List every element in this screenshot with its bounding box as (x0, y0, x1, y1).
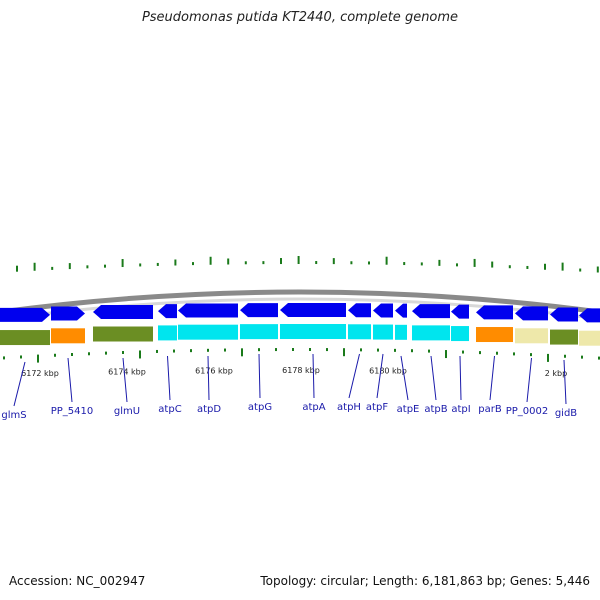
gene-leader-line (122, 357, 128, 403)
gene-label: atpA (302, 402, 325, 413)
gene-leader-line (430, 355, 437, 401)
gene-leader-line (348, 353, 360, 399)
gene-label: atpD (197, 404, 221, 415)
gene-leader-line (258, 353, 261, 399)
gene-arrow (515, 306, 548, 321)
category-block (451, 326, 469, 342)
genome-summary-text: Topology: circular; Length: 6,181,863 bp… (260, 574, 590, 588)
gene-leader-line (67, 357, 73, 403)
backbone-arc-inner (0, 297, 600, 321)
gene-leader-line (459, 355, 462, 401)
category-block (515, 328, 548, 344)
gene-arrow (395, 303, 407, 318)
gene-label: atpF (366, 402, 388, 413)
gene-arrow (373, 303, 393, 318)
gene-leader-line (167, 355, 171, 401)
gene-label: atpG (248, 402, 272, 413)
gene-leader-line (13, 361, 26, 407)
scale-labels: 6172 kbp 6174 kbp 6176 kbp 6178 kbp 6180 kbp… (21, 366, 567, 378)
gene-arrow (451, 304, 469, 319)
map-title: Pseudomonas putida KT2440, complete geno… (141, 10, 459, 25)
category-block (0, 330, 50, 346)
gene-arrow (51, 306, 85, 321)
scale-label: 6180 kbp (369, 366, 407, 375)
gene-labels: glmS PP_5410 glmU atpC atpD atpG atpA atpH atpF a… (1, 353, 577, 421)
gene-leader-line (563, 359, 567, 405)
category-block (158, 325, 177, 341)
gene-arrow (348, 303, 371, 318)
category-block (240, 324, 278, 340)
category-block (93, 326, 153, 342)
gene-label: atpH (337, 402, 361, 413)
category-track (0, 324, 600, 346)
gene-leader-line (376, 353, 384, 399)
gene-leader-line (207, 355, 210, 401)
category-block (178, 324, 238, 340)
accession-text: Accession: NC_002947 (9, 574, 146, 588)
category-block (412, 325, 450, 341)
category-block (51, 328, 85, 344)
gene-arrow-track (0, 303, 600, 323)
gene-arrow (93, 305, 153, 320)
gene-arrow (412, 304, 450, 319)
scale-label: 6172 kbp (21, 369, 59, 378)
gene-label: PP_5410 (51, 406, 94, 417)
gene-label: parB (478, 404, 502, 415)
backbone-arc (0, 289, 600, 315)
scale-label: 2 kbp (545, 369, 567, 378)
gene-leader-line (400, 355, 409, 401)
gene-leader-line (526, 357, 532, 403)
gene-label: atpB (424, 404, 447, 415)
gene-label: PP_0002 (506, 406, 549, 417)
backbone-track (0, 289, 600, 321)
category-block (579, 330, 600, 346)
gene-arrow (178, 303, 238, 318)
gene-arrow (280, 303, 346, 318)
gene-arrow (0, 307, 50, 322)
gene-arrow (158, 304, 177, 319)
gene-leader-line (312, 353, 315, 399)
scale-label: 6176 kbp (195, 366, 233, 375)
gene-arrow (579, 308, 600, 323)
category-block (348, 324, 371, 340)
scale-label: 6174 kbp (108, 367, 146, 376)
category-block (373, 324, 393, 340)
scale-ticks (3, 348, 600, 363)
category-block (476, 327, 513, 343)
gene-label: atpI (451, 404, 470, 415)
gene-label: atpC (158, 404, 181, 415)
gene-label: gidB (555, 408, 577, 419)
category-block (280, 324, 346, 340)
gene-arrow (240, 303, 278, 318)
category-block (550, 329, 578, 345)
gene-label: glmU (114, 406, 140, 417)
gene-arrow (476, 305, 513, 320)
gc-skew-track (16, 256, 599, 273)
category-block (395, 324, 407, 340)
gene-arrow (550, 307, 578, 322)
gene-label: glmS (1, 410, 26, 421)
gene-leader-line (489, 355, 495, 401)
gene-label: atpE (397, 404, 420, 415)
scale-label: 6178 kbp (282, 366, 320, 375)
